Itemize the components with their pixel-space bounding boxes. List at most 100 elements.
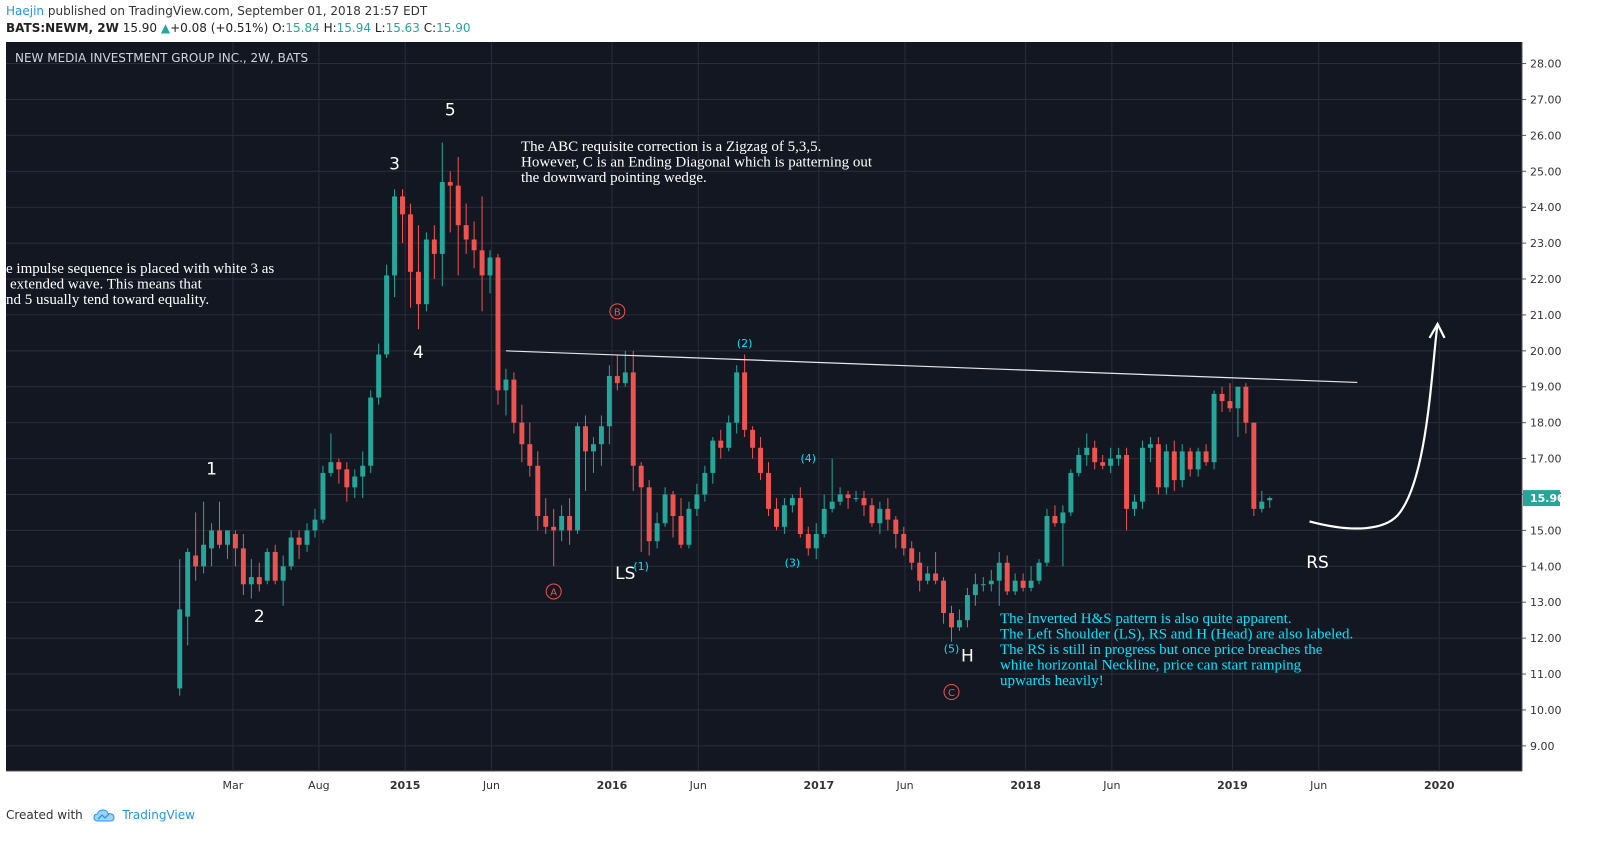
candle-body: [511, 379, 517, 423]
circle-label-ring: [943, 683, 960, 700]
candle-body: [988, 580, 994, 585]
author-link[interactable]: Haejin: [6, 4, 45, 18]
candle-body: [1163, 451, 1169, 488]
candle-body: [272, 551, 278, 581]
cyan-label: (4): [800, 452, 816, 465]
candle-body: [336, 462, 342, 470]
candle-body: [598, 426, 604, 445]
candle-body: [423, 239, 429, 305]
time-tick-label: Mar: [223, 779, 244, 792]
candle-body: [1132, 501, 1137, 509]
candle-body: [551, 526, 557, 531]
candlestick-chart[interactable]: 28.00 27.00 26.00 25.00 24.00 23.00 22.00 21.00…: [6, 42, 1561, 797]
published-text: published on TradingView.com, September …: [44, 4, 428, 18]
hs-note-line: upwards heavily!: [1000, 673, 1104, 689]
wave-label: 4: [413, 343, 424, 363]
candle-body: [248, 577, 254, 585]
last-price: 15.90: [122, 21, 158, 35]
candle-body: [559, 516, 565, 531]
chart-container[interactable]: 28.00 27.00 26.00 25.00 24.00 23.00 22.00 21.00…: [6, 42, 1561, 797]
candle-body: [1084, 447, 1090, 455]
candle-body: [232, 533, 238, 549]
candle-body: [1060, 512, 1066, 524]
candle-body: [845, 494, 851, 499]
last-price-tag: [1523, 490, 1560, 507]
abc-note-line: However, C is an Ending Diagonal which i…: [521, 155, 873, 171]
candle-body: [455, 185, 461, 226]
time-tick-label: 2015: [390, 779, 421, 792]
hs-note-line: The Inverted H&S pattern is also quite a…: [1000, 611, 1292, 627]
price-tick-label: 15.00: [1530, 524, 1561, 537]
candle-body: [941, 580, 947, 613]
candle-body: [742, 372, 748, 430]
cyan-label: (2): [737, 337, 753, 350]
candle-body: [956, 620, 962, 628]
candle-body: [304, 530, 310, 545]
price-tick-label: 13.00: [1530, 596, 1561, 609]
time-tick-label: 2018: [1010, 779, 1041, 792]
high-value: 15.94: [336, 21, 371, 35]
publish-info: Haejin published on TradingView.com, Sep…: [6, 4, 427, 18]
candle-body: [702, 472, 708, 495]
candle-body: [630, 372, 636, 466]
time-tick-label: 2019: [1217, 779, 1248, 792]
time-tick-label: Jun: [482, 779, 500, 792]
impulse-note-line: extended wave. This means that: [10, 277, 203, 293]
candle-body: [392, 196, 398, 276]
candle-body: [328, 462, 334, 473]
candle-body: [1211, 393, 1217, 463]
candle-body: [893, 519, 899, 534]
candle-body: [1243, 386, 1249, 423]
candle-body: [1195, 451, 1201, 470]
time-tick-label: Jun: [689, 779, 707, 792]
candle-body: [583, 426, 588, 452]
price-tick-label: 21.00: [1530, 309, 1561, 322]
candle-body: [1139, 447, 1145, 502]
candle-body: [853, 498, 859, 500]
low-label: L:: [374, 21, 386, 35]
candle-body: [527, 444, 533, 466]
candle-body: [1076, 454, 1082, 473]
time-tick-label: Jun: [895, 779, 913, 792]
wave-label: 1: [206, 460, 217, 480]
cyan-label: (5): [944, 642, 960, 655]
candle-body: [400, 196, 405, 215]
tradingview-link[interactable]: TradingView: [122, 808, 195, 822]
candle-body: [209, 530, 215, 549]
candle-body: [1108, 458, 1114, 466]
candle-body: [1092, 447, 1098, 463]
price-tick-label: 10.00: [1530, 704, 1561, 717]
candle-body: [901, 533, 907, 549]
candle-body: [495, 257, 501, 391]
circle-label: B: [614, 307, 621, 318]
price-tick-label: 12.00: [1530, 632, 1561, 645]
candle-body: [535, 465, 541, 517]
price-tick-label: 25.00: [1530, 165, 1561, 178]
candle-body: [1124, 454, 1130, 509]
high-label: H:: [323, 21, 337, 35]
candle-body: [185, 551, 191, 617]
candle-body: [447, 182, 453, 186]
ohlc-bar: BATS:NEWM, 2W 15.90 ▲+0.08 (+0.51%) O:15…: [6, 21, 471, 35]
candle-body: [949, 612, 954, 628]
candle-body: [288, 537, 294, 567]
candle-body: [280, 566, 286, 581]
close-value: 15.90: [436, 21, 471, 35]
candle-body: [320, 472, 326, 520]
candle-body: [646, 487, 652, 542]
candle-body: [240, 548, 246, 585]
price-tick-label: 22.00: [1530, 273, 1561, 286]
candle-body: [996, 562, 1002, 581]
candle-body: [479, 250, 485, 276]
time-tick-label: Jun: [1309, 779, 1327, 792]
footer: Created with TradingView: [6, 808, 195, 823]
candle-body: [670, 494, 676, 517]
candle-body: [686, 508, 692, 545]
wave-label: 5: [445, 101, 456, 121]
price-tick-label: 27.00: [1530, 93, 1561, 106]
close-label: C:: [423, 21, 437, 35]
candle-body: [829, 501, 835, 509]
candle-body: [376, 354, 382, 398]
candle-body: [217, 530, 222, 545]
price-tick-label: 28.00: [1530, 58, 1561, 71]
